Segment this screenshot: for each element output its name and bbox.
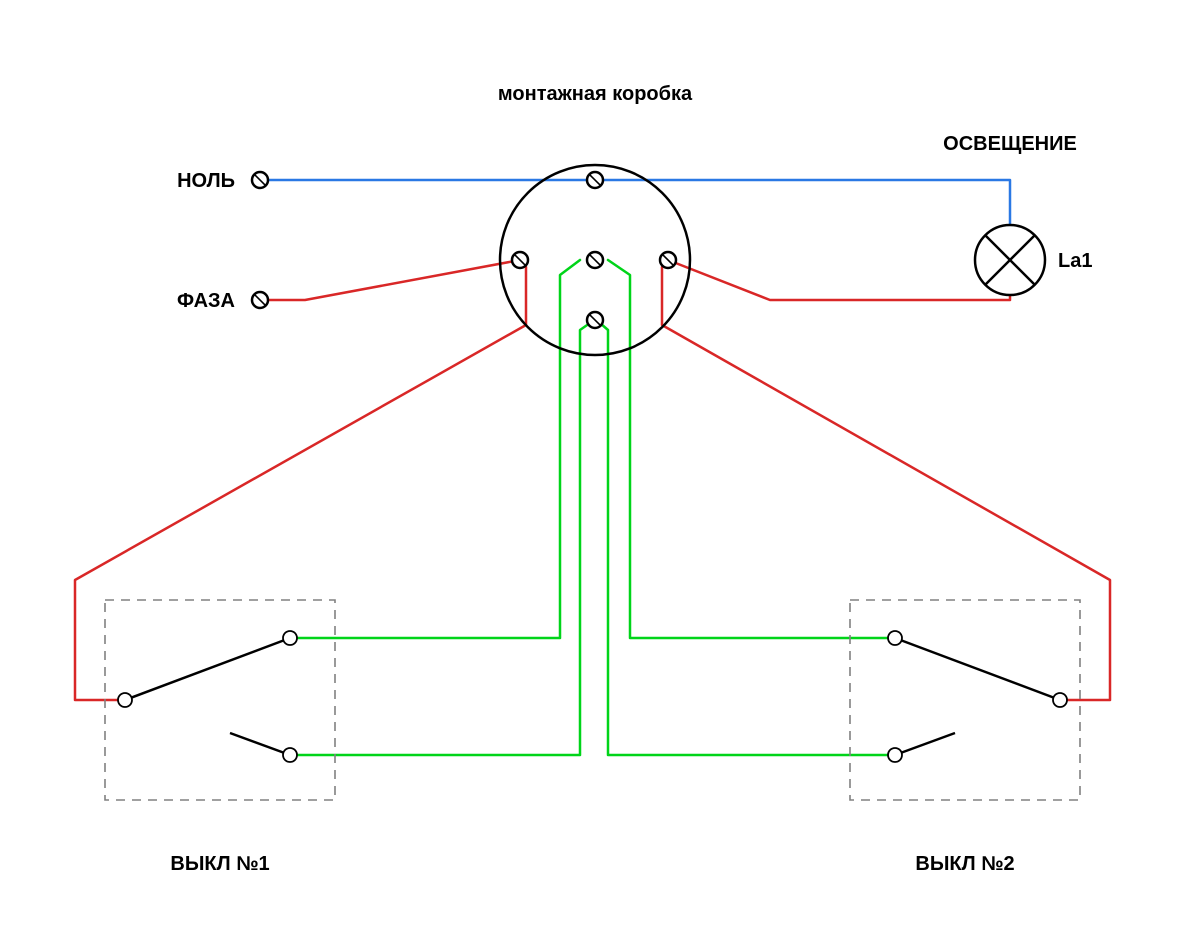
switch2-stub — [895, 733, 955, 755]
phase-label: ФАЗА — [177, 290, 235, 312]
switch1-stub — [230, 733, 290, 755]
lighting-label: ОСВЕЩЕНИЕ — [943, 133, 1077, 155]
switch1-label: ВЫКЛ №1 — [170, 853, 269, 875]
wire — [260, 180, 1010, 225]
wiring-diagram: монтажная коробка НОЛЬ ФАЗА ОСВЕЩЕНИЕ La1 ВЫК… — [0, 0, 1190, 941]
switch2-terminal-common — [1053, 693, 1067, 707]
wire — [662, 267, 1110, 700]
wire — [260, 260, 520, 300]
wire — [608, 260, 895, 638]
wire — [290, 260, 580, 638]
switch1-terminal-common — [118, 693, 132, 707]
switch1-terminal-top — [283, 631, 297, 645]
junction_box-label: монтажная коробка — [498, 83, 693, 105]
wire — [75, 267, 526, 700]
wire — [668, 260, 1010, 300]
lamp-label: La1 — [1058, 250, 1092, 272]
switch2-label: ВЫКЛ №2 — [915, 853, 1014, 875]
switch2-box — [850, 600, 1080, 800]
switch2-terminal-bot — [888, 748, 902, 762]
switch1-lever — [125, 638, 290, 700]
switch2-lever — [895, 638, 1060, 700]
switch1-box — [105, 600, 335, 800]
neutral-label: НОЛЬ — [177, 170, 235, 192]
switch2-terminal-top — [888, 631, 902, 645]
switch1-terminal-bot — [283, 748, 297, 762]
